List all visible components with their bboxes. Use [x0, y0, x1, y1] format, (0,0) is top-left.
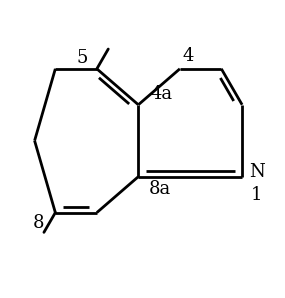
Text: N: N — [249, 164, 264, 181]
Text: 4a: 4a — [151, 86, 173, 103]
Text: 8a: 8a — [149, 180, 171, 198]
Text: 4: 4 — [182, 47, 194, 65]
Text: 8: 8 — [33, 214, 44, 232]
Text: 1: 1 — [251, 186, 262, 204]
Text: 5: 5 — [77, 49, 88, 67]
